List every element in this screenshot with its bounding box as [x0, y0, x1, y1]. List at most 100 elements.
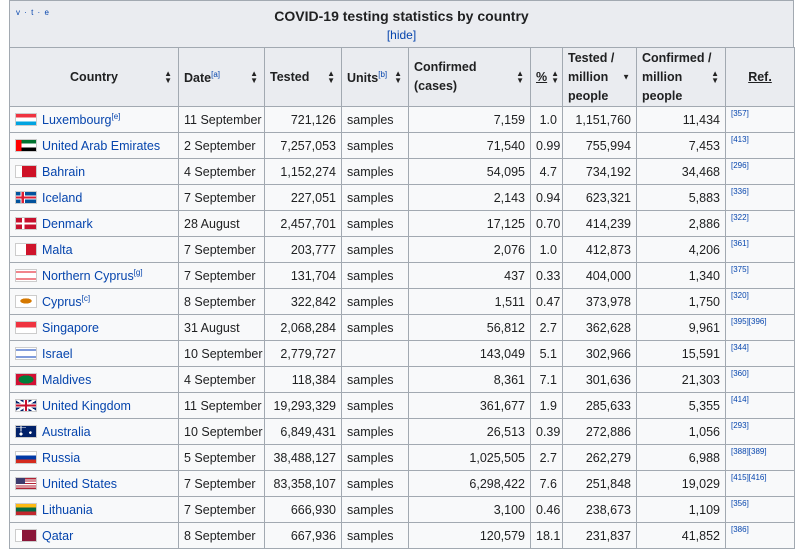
- country-link[interactable]: Bahrain: [42, 165, 86, 180]
- header-country[interactable]: Country ▲ ▼: [9, 47, 179, 107]
- country-link[interactable]: Maldives: [42, 373, 92, 388]
- date-cell: 7 September: [178, 262, 265, 289]
- confirmed-pm-cell: 1,340: [636, 262, 726, 289]
- table-row: Iceland 7 September 227,051 samples 2,143 0.9…: [9, 184, 795, 211]
- hide-toggle[interactable]: [hide]: [10, 28, 793, 42]
- percent-cell: 0.70: [530, 210, 563, 237]
- ref-cell[interactable]: [375]: [725, 262, 795, 289]
- header-units[interactable]: Units[b] ▲ ▼: [341, 47, 409, 107]
- country-link[interactable]: Israel: [42, 347, 73, 362]
- sort-icon[interactable]: ▲ ▼: [711, 69, 719, 85]
- tested-pm-cell: 412,873: [562, 236, 637, 263]
- country-link[interactable]: United States: [42, 477, 118, 492]
- tested-cell: 2,068,284: [264, 314, 342, 341]
- header-percent[interactable]: % ▲ ▼: [530, 47, 563, 107]
- country-link[interactable]: United Arab Emirates: [42, 139, 161, 154]
- country-cell: Singapore: [9, 314, 179, 341]
- ref-cell[interactable]: [386]: [725, 522, 795, 549]
- units-cell: samples: [341, 132, 409, 159]
- date-cell: 2 September: [178, 132, 265, 159]
- ref-cell[interactable]: [415][416]: [725, 470, 795, 497]
- flag-icon: [15, 477, 37, 491]
- table-row: Qatar 8 September 667,936 samples 120,579 18.…: [9, 522, 795, 549]
- country-note[interactable]: [c]: [81, 293, 91, 303]
- header-percent-label[interactable]: %: [536, 69, 548, 84]
- header-confirmed[interactable]: Confirmed (cases) ▲ ▼: [408, 47, 531, 107]
- confirmed-pm-cell: 34,468: [636, 158, 726, 185]
- country-link[interactable]: Northern Cyprus: [42, 269, 134, 284]
- date-cell: 5 September: [178, 444, 265, 471]
- ref-cell[interactable]: [395][396]: [725, 314, 795, 341]
- testing-table: Country ▲ ▼ Date[a] ▲ ▼ Tested ▲ ▼ Units[b] ▲ ▼ …: [9, 47, 795, 549]
- date-note[interactable]: [a]: [211, 70, 220, 80]
- header-ref: Ref.: [725, 47, 795, 107]
- units-cell: samples: [341, 262, 409, 289]
- country-link[interactable]: Australia: [42, 425, 91, 440]
- ref-cell[interactable]: [293]: [725, 418, 795, 445]
- country-link[interactable]: Qatar: [42, 529, 74, 544]
- confirmed-pm-cell: 5,355: [636, 392, 726, 419]
- country-link[interactable]: Cyprus: [42, 295, 82, 310]
- country-link[interactable]: Singapore: [42, 321, 99, 336]
- flag-icon: [15, 165, 37, 179]
- ref-cell[interactable]: [344]: [725, 340, 795, 367]
- country-note[interactable]: [g]: [133, 267, 143, 277]
- tested-cell: 38,488,127: [264, 444, 342, 471]
- ref-cell[interactable]: [322]: [725, 210, 795, 237]
- units-cell: [341, 340, 409, 367]
- confirmed-pm-cell: 1,109: [636, 496, 726, 523]
- sort-icon[interactable]: ▲ ▼: [327, 69, 335, 85]
- confirmed-cell: 120,579: [408, 522, 531, 549]
- ref-cell[interactable]: [360]: [725, 366, 795, 393]
- confirmed-pm-cell: 11,434: [636, 106, 726, 133]
- country-link[interactable]: Malta: [42, 243, 73, 258]
- header-ref-label[interactable]: Ref.: [748, 69, 772, 84]
- ref-cell[interactable]: [336]: [725, 184, 795, 211]
- flag-icon: [15, 451, 37, 465]
- ref-cell[interactable]: [361]: [725, 236, 795, 263]
- ref-cell[interactable]: [357]: [725, 106, 795, 133]
- units-cell: samples: [341, 418, 409, 445]
- country-link[interactable]: Russia: [42, 451, 81, 466]
- country-cell: Malta: [9, 236, 179, 263]
- country-link[interactable]: Lithuania: [42, 503, 93, 518]
- vte-links[interactable]: v · t · e: [16, 8, 50, 17]
- ref-cell[interactable]: [320]: [725, 288, 795, 315]
- ref-cell[interactable]: [388][389]: [725, 444, 795, 471]
- header-tested-per-million[interactable]: Tested / million people ▼: [562, 47, 637, 107]
- sort-icon[interactable]: ▲ ▼: [516, 69, 524, 85]
- confirmed-pm-cell: 9,961: [636, 314, 726, 341]
- table-row: Cyprus[c] 8 September 322,842 samples 1,511 0…: [9, 288, 795, 315]
- percent-cell: 7.1: [530, 366, 563, 393]
- header-date-text: Date: [184, 71, 212, 86]
- date-cell: 8 September: [178, 288, 265, 315]
- ref-cell[interactable]: [296]: [725, 158, 795, 185]
- ref-cell[interactable]: [356]: [725, 496, 795, 523]
- country-cell: United Kingdom: [9, 392, 179, 419]
- header-tested[interactable]: Tested ▲ ▼: [264, 47, 342, 107]
- header-date-label: Date[a]: [184, 65, 220, 88]
- country-link[interactable]: Iceland: [42, 191, 83, 206]
- sort-icon[interactable]: ▲ ▼: [164, 69, 172, 85]
- ref-cell[interactable]: [413]: [725, 132, 795, 159]
- sort-icon[interactable]: ▲ ▼: [250, 69, 258, 85]
- header-date[interactable]: Date[a] ▲ ▼: [178, 47, 265, 107]
- tested-cell: 83,358,107: [264, 470, 342, 497]
- sort-desc-icon[interactable]: ▼: [622, 72, 630, 82]
- country-note[interactable]: [e]: [111, 111, 121, 121]
- units-note[interactable]: [b]: [378, 70, 388, 80]
- country-link[interactable]: Denmark: [42, 217, 93, 232]
- tested-cell: 203,777: [264, 236, 342, 263]
- date-cell: 4 September: [178, 366, 265, 393]
- sort-icon[interactable]: ▲ ▼: [551, 69, 559, 85]
- hide-link[interactable]: [hide]: [386, 28, 417, 42]
- ref-cell[interactable]: [414]: [725, 392, 795, 419]
- units-cell: samples: [341, 522, 409, 549]
- flag-icon: [15, 113, 37, 127]
- tested-pm-cell: 251,848: [562, 470, 637, 497]
- sort-icon[interactable]: ▲ ▼: [394, 69, 402, 85]
- header-confirmed-per-million[interactable]: Confirmed / million people ▲ ▼: [636, 47, 726, 107]
- country-link[interactable]: United Kingdom: [42, 399, 131, 414]
- country-link[interactable]: Luxembourg: [42, 113, 112, 128]
- table-row: Russia 5 September 38,488,127 samples 1,025,…: [9, 444, 795, 471]
